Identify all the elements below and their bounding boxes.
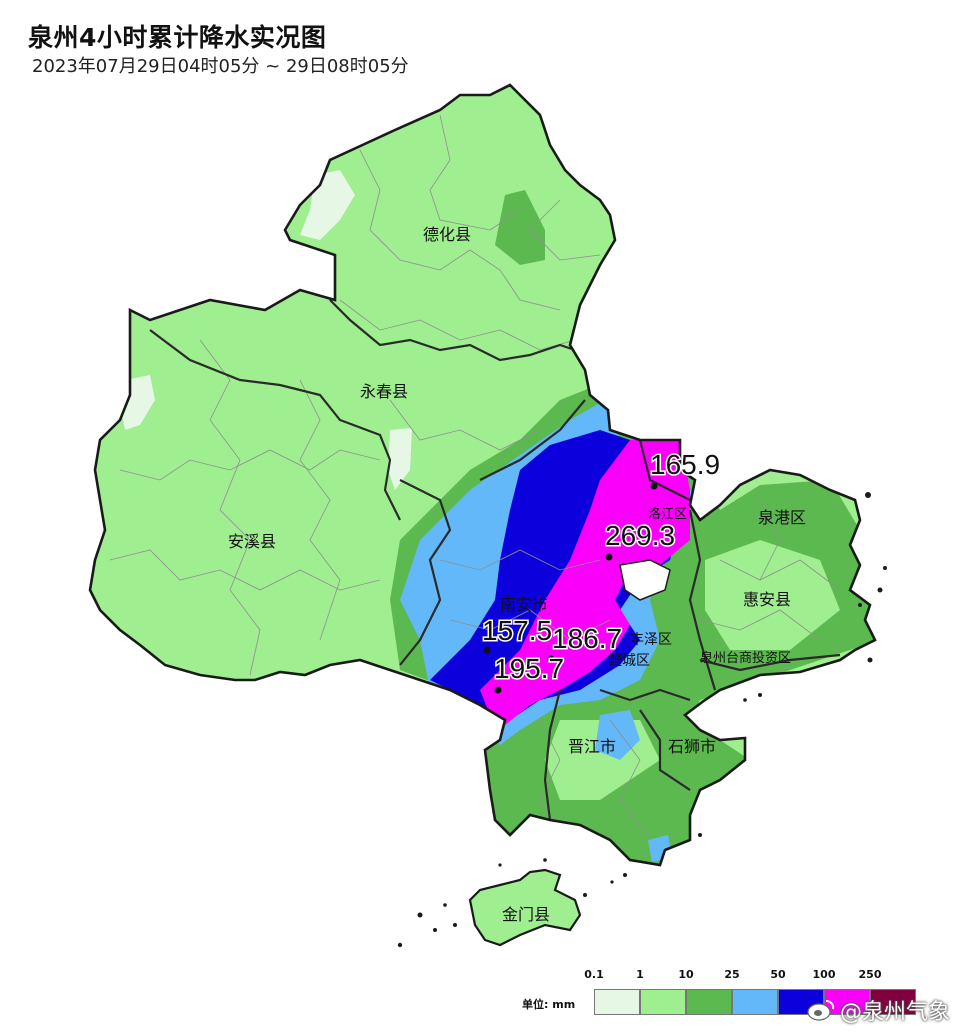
station-dot: [547, 655, 555, 663]
region-label-dehua: 德化县: [423, 225, 471, 244]
station-value-4: 186.7: [552, 623, 622, 654]
legend-tick-label: 50: [770, 968, 786, 981]
region-label-fengze: 丰泽区: [630, 632, 672, 648]
region-label-huian: 惠安县: [743, 590, 791, 609]
station-value-1: 165.9: [650, 449, 720, 480]
region-label-nanan: 南安市: [500, 595, 548, 614]
station-markers: [483, 482, 658, 694]
legend-tick-label: 10: [678, 968, 694, 981]
station-value-2: 269.3: [605, 520, 675, 551]
watermark: @泉州气象: [806, 994, 950, 1026]
legend-tick-label: 25: [724, 968, 740, 981]
station-value-5: 195.7: [494, 653, 564, 684]
legend-unit: 单位: mm: [522, 998, 576, 1011]
region-label-shishi: 石狮市: [668, 737, 716, 756]
map-title: 泉州4小时累计降水实况图: [28, 23, 327, 52]
station-dot: [605, 553, 613, 561]
offshore-islands: [397, 492, 887, 948]
region-label-taishang: 泉州台商投资区: [700, 650, 791, 666]
weibo-icon: [807, 1000, 835, 1021]
legend-color-box: [640, 989, 686, 1015]
watermark-text: @泉州气象: [840, 1000, 951, 1025]
station-value-3: 157.5: [482, 615, 552, 646]
river-estuary: [619, 559, 671, 601]
legend-color-box: [732, 989, 778, 1015]
jinmen-island: [468, 868, 582, 947]
region-label-anxi: 安溪县: [228, 532, 276, 551]
station-dot: [483, 646, 491, 654]
legend-tick-label: 250: [858, 968, 882, 981]
light-rain-patch: [388, 428, 412, 490]
light-rain-patch: [705, 540, 840, 650]
region-label-quangang: 泉港区: [758, 508, 806, 527]
legend-color-box: [594, 989, 640, 1015]
legend-tick-label: 100: [812, 968, 836, 981]
moderate-rain-area: [495, 190, 545, 265]
quanzhou-outline: [88, 83, 877, 867]
torrential-rain-area: [480, 438, 690, 725]
legend-color-box: [686, 989, 732, 1015]
region-label-jinmen: 金门县: [502, 905, 550, 924]
station-dot: [494, 686, 502, 694]
region-label-licheng: 鲤城区: [608, 653, 650, 669]
map-subtitle: 2023年07月29日04时05分 ~ 29日08时05分: [32, 56, 409, 77]
region-label-jinjiang: 晋江市: [568, 737, 616, 756]
legend-tick-label: 1: [636, 968, 644, 981]
township-boundaries: [109, 114, 841, 841]
county-boundaries: [149, 299, 841, 821]
legend-tick-label: 0.1: [584, 968, 604, 981]
region-label-yongchun: 永春县: [360, 382, 408, 401]
legend-color-box: [870, 989, 916, 1015]
station-dot: [650, 482, 658, 490]
rainfall-map: 德化县 永春县 安溪县 南安市 泉港区 惠安县 泉州台商投资区 洛江区 丰泽区 …: [88, 83, 887, 948]
heavy-rain-area: [595, 710, 640, 760]
region-label-luojiang: 洛江区: [648, 507, 687, 522]
